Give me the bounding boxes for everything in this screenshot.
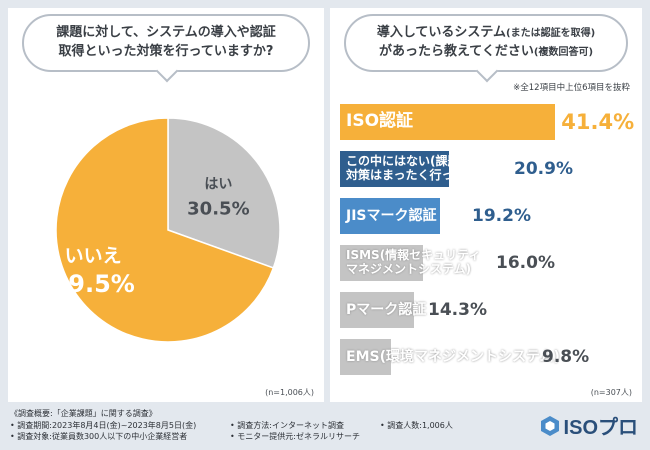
bar-label-line1: ISO認証 [346,111,414,132]
bar-label-line2: マネジメントシステム) [346,262,472,276]
bar-label: Pマーク認証 [346,292,426,328]
bar-rect [340,292,415,328]
bar-label-line1: Pマーク認証 [346,301,427,318]
bar-value-label: 14.3% [428,300,487,320]
bar-row: ISMS(情報セキュリティ マネジメントシステム) 16.0% [340,245,638,281]
pie-sample-size: (n=1,006人) [265,388,314,397]
pie-label-yes: はい [204,177,232,193]
excerpt-note: ※全12項目中上位6項目を抜粋 [513,83,630,93]
bar-row: JISマーク認証 19.2% [340,198,638,234]
bar-label-line1: EMS(環境マネジメントシステム) [346,348,560,365]
bar-rect [340,151,449,187]
hexagon-logo-icon [540,415,559,436]
brand-name: ISOプロ [563,417,638,439]
bar-rect [340,245,424,281]
brand-logo: ISOプロ [540,411,638,440]
survey-count: • 調査人数:1,006人 [380,420,453,430]
bar-row: EMS(環境マネジメントシステム) 9.8% [340,339,638,375]
bar-label: JISマーク認証 [346,198,437,234]
survey-period: • 調査期間:2023年8月4日(金)~2023年8月5日(金) [10,420,197,430]
bar-label-line2: 対策はまったく行っていない) [346,168,507,182]
bar-label-line1: この中にはない(課題の [346,154,472,169]
bar-rect [340,104,556,140]
bar-question-bubble: 導入しているシステム(または認証を取得) があったら教えてください(複数回答可) [344,14,628,72]
bar-row: ISO認証 41.4% [340,104,638,140]
survey-overview: 《調査概要:「企業課題」に関する調査》 [10,409,157,418]
survey-footer: 《調査概要:「企業課題」に関する調査》 • 調査期間:2023年8月4日(金)~… [0,404,650,450]
bar-question-line2: があったら教えてください(複数回答可) [378,44,594,59]
bar-label-line1: ISMS(情報セキュリティ [346,248,481,263]
bar-rect [340,198,440,234]
pie-slice-no [55,117,275,343]
bar-label: EMS(環境マネジメントシステム) [346,339,560,375]
bar-label-line1: JISマーク認証 [346,207,437,224]
pie-chart: はい 30.5% いいえ 69.5% [52,117,281,343]
bar-label: ISO認証 [346,104,413,140]
pie-label-no: いいえ [65,245,122,267]
survey-method: • 調査方法:インターネット調査 [230,420,344,430]
bar-label: この中にはない(課題の 対策はまったく行っていない) [346,151,506,187]
survey-target: • 調査対象:従業員数300人以下の中小企業経営者 [10,432,188,442]
bar-sample-size: (n=307人) [590,388,632,397]
bar-question-line1: 導入しているシステム(または認証を取得) [376,25,596,41]
pie-question-line2: 取得といった対策を行っていますか? [58,44,274,59]
bar-value-label: 19.2% [472,206,531,226]
pie-value-no: 69.5% [52,270,135,298]
bar-label: ISMS(情報セキュリティ マネジメントシステム) [346,245,480,281]
pie-slice-yes [167,117,281,269]
bar-rect [340,339,391,375]
bar-panel: 導入しているシステム(または認証を取得) があったら教えてください(複数回答可)… [330,8,642,402]
bar-value-label: 16.0% [496,253,555,273]
survey-provider: • モニター提供元:ゼネラルリサーチ [230,432,360,442]
pie-panel: 課題に対して、システムの導入や認証 取得といった対策を行っていますか? はい 30… [8,8,324,402]
bar-row: この中にはない(課題の 対策はまったく行っていない) 20.9% [340,151,638,187]
pie-question-line1: 課題に対して、システムの導入や認証 [56,25,276,41]
bar-value-label: 41.4% [561,110,635,134]
bar-row: Pマーク認証 14.3% [340,292,638,328]
bar-value-label: 20.9% [514,159,573,179]
bar-chart: ISO認証 41.4% この中にはない(課題の 対策はまったく行っていない) 20.9%… [330,104,642,388]
pie-question-bubble: 課題に対して、システムの導入や認証 取得といった対策を行っていますか? [22,14,310,72]
bar-value-label: 9.8% [542,347,590,367]
pie-value-yes: 30.5% [187,199,249,220]
